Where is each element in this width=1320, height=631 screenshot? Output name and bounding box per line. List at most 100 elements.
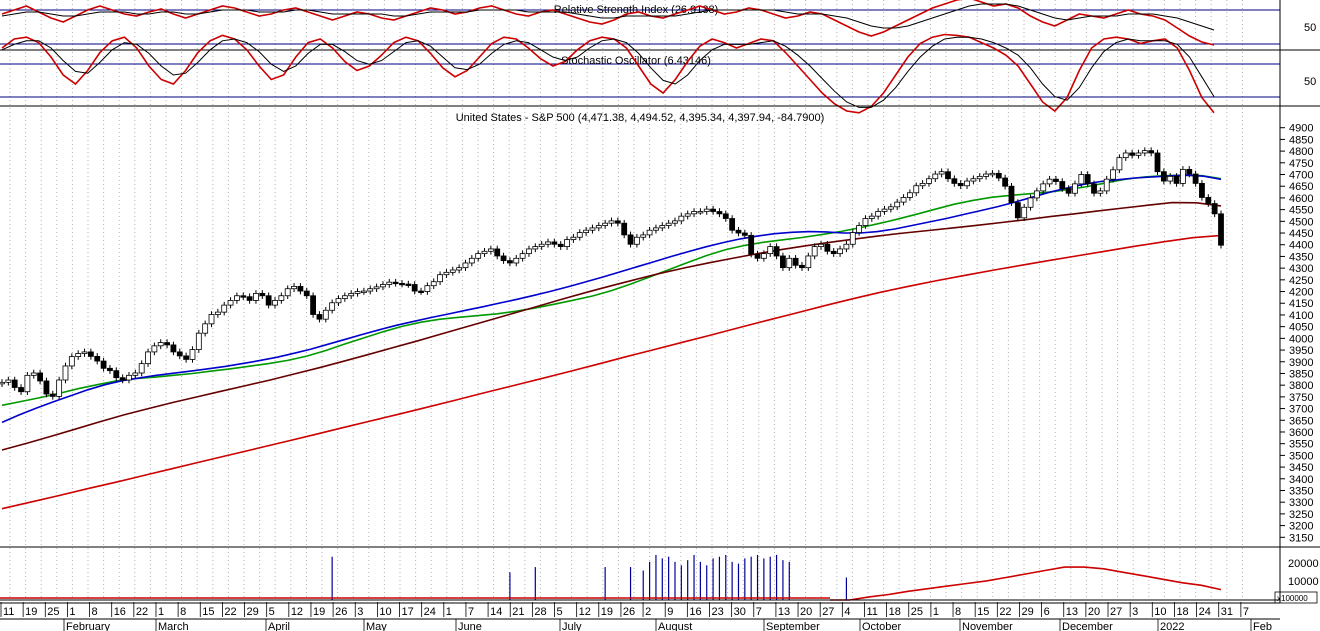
candle-body: [253, 293, 259, 301]
price-tick-label: 3650: [1289, 415, 1313, 427]
candle-body: [449, 269, 456, 273]
x-day-label: 16: [689, 606, 701, 618]
x-day-label: 12: [291, 606, 303, 618]
x-day-label: 30: [734, 606, 746, 618]
candle-body: [1084, 174, 1091, 185]
x-day-label: 17: [402, 606, 414, 618]
price-tick-label: 4850: [1289, 134, 1313, 146]
candle-body: [602, 222, 609, 226]
price-tick-label: 4750: [1289, 158, 1313, 170]
candle-body: [386, 281, 393, 285]
price-tick-label: 3800: [1289, 380, 1313, 392]
volume-panel: 20000 10000 x100000: [0, 554, 1319, 604]
x-day-label: 7: [1243, 606, 1249, 618]
candle-body: [957, 183, 964, 187]
candle-body: [887, 206, 894, 210]
candle-body: [1129, 152, 1136, 156]
candle-body: [983, 173, 989, 177]
candle-body: [583, 229, 590, 233]
candle-body: [722, 213, 729, 219]
candle-body: [640, 234, 647, 238]
candle-body: [11, 379, 18, 388]
x-day-label: 1: [158, 606, 164, 618]
candle-body: [538, 243, 545, 248]
candle-body: [1135, 152, 1142, 156]
candle-body: [1122, 152, 1129, 159]
x-day-label: 14: [490, 606, 502, 618]
x-day-label: 8: [955, 606, 961, 618]
x-month-label: October: [862, 621, 901, 631]
candle-body: [856, 225, 863, 233]
candle-body: [1014, 202, 1021, 219]
price-tick-label: 4500: [1289, 216, 1313, 228]
x-month-label: February: [66, 621, 111, 631]
candle-body: [1072, 183, 1078, 194]
candle-body: [1160, 171, 1167, 182]
price-tick-label: 3250: [1289, 509, 1313, 521]
candle-body: [291, 285, 297, 290]
candle-body: [989, 172, 996, 176]
x-day-label: 20: [1088, 606, 1100, 618]
candle-body: [1059, 181, 1066, 189]
candle-body: [164, 342, 170, 346]
x-day-label: 18: [1176, 606, 1188, 618]
candle-body: [157, 342, 164, 347]
candle-body: [557, 243, 564, 248]
candle-body: [30, 372, 37, 376]
candle-body: [411, 284, 418, 292]
candle-body: [360, 290, 367, 293]
candle-body: [894, 201, 901, 208]
x-day-label: 7: [468, 606, 474, 618]
candle-body: [5, 379, 12, 383]
x-day-label: 26: [623, 606, 635, 618]
candle-body: [1116, 157, 1123, 171]
x-day-label: 19: [601, 606, 613, 618]
volume-tick-10000: 10000: [1288, 576, 1319, 588]
price-tick-label: 4400: [1289, 240, 1313, 252]
price-candles: [0, 147, 1224, 400]
x-day-label: 29: [1021, 606, 1033, 618]
price-tick-label: 3300: [1289, 497, 1313, 509]
candle-body: [1021, 206, 1028, 219]
x-day-label: 25: [47, 606, 59, 618]
candle-body: [1192, 173, 1199, 184]
candle-body: [75, 353, 82, 358]
x-month-label: June: [458, 621, 482, 631]
candle-body: [868, 215, 875, 219]
candle-body: [919, 183, 926, 187]
candle-body: [830, 250, 837, 255]
candle-body: [221, 304, 228, 313]
candle-body: [608, 220, 615, 224]
candle-body: [1091, 183, 1097, 194]
moving-average-0: [1, 174, 1222, 407]
x-day-label: 24: [424, 606, 436, 618]
candle-body: [43, 380, 50, 395]
candle-body: [494, 248, 501, 257]
candle-body: [240, 295, 247, 298]
candle-body: [1078, 174, 1085, 185]
rsi-tick-50: 50: [1304, 22, 1316, 34]
candle-body: [576, 232, 583, 238]
x-day-label: 19: [25, 606, 37, 618]
candle-body: [329, 302, 336, 311]
price-tick-label: 4900: [1289, 123, 1313, 135]
x-day-label: 27: [1110, 606, 1122, 618]
candle-body: [964, 180, 970, 187]
candle-body: [322, 309, 329, 320]
candle-body: [354, 291, 361, 294]
candle-body: [710, 208, 716, 212]
candle-body: [653, 227, 659, 231]
candle-body: [697, 211, 704, 214]
candle-body: [614, 220, 621, 224]
price-tick-label: 4050: [1289, 322, 1313, 334]
x-day-label: 29: [247, 606, 259, 618]
x-day-label: 28: [534, 606, 546, 618]
candle-body: [1186, 168, 1193, 175]
candle-body: [107, 367, 113, 372]
candle-body: [316, 314, 323, 320]
price-tick-label: 4700: [1289, 170, 1313, 182]
candle-body: [1154, 152, 1161, 173]
candle-body: [437, 274, 443, 283]
x-day-label: 22: [136, 606, 148, 618]
candle-body: [195, 332, 202, 350]
